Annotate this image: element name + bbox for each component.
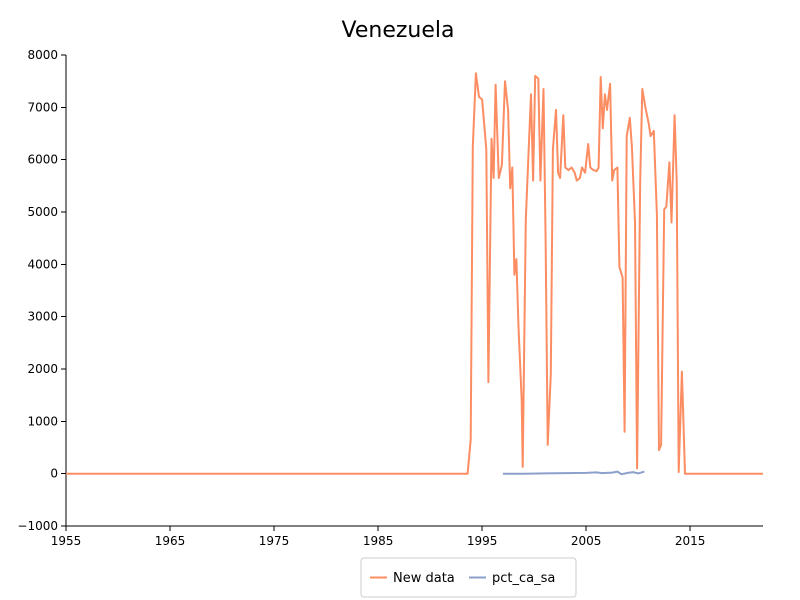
- y-tick-label: 7000: [27, 100, 58, 114]
- series-line-pct-ca-sa: [502, 470, 645, 476]
- x-tick-label: 1985: [363, 534, 394, 548]
- legend: New data pct_ca_sa: [360, 557, 577, 598]
- y-tick-label: 1000: [27, 414, 58, 428]
- y-tick-label: 8000: [27, 48, 58, 62]
- legend-label: New data: [393, 571, 455, 586]
- x-tick-label: 2005: [571, 534, 602, 548]
- chart-title: Venezuela: [342, 18, 455, 43]
- y-tick-label: 3000: [27, 310, 58, 324]
- series-line-new-data: [66, 72, 763, 475]
- x-tick-label: 1955: [51, 534, 82, 548]
- x-tick-label: 1995: [467, 534, 498, 548]
- y-axis: −1000 0 1000 2000 3000 4000 5000 6000 7000 8000: [17, 48, 67, 533]
- y-tick-label: 0: [50, 467, 58, 481]
- y-tick-label: 2000: [27, 362, 58, 376]
- y-tick-label: −1000: [17, 519, 58, 533]
- x-tick-label: 1975: [259, 534, 290, 548]
- y-tick-label: 5000: [27, 205, 58, 219]
- y-tick-label: 6000: [27, 153, 58, 167]
- x-tick-label: 2015: [675, 534, 706, 548]
- legend-label: pct_ca_sa: [492, 571, 555, 586]
- x-tick-label: 1965: [155, 534, 186, 548]
- x-axis: 1955 1965 1975 1985 1995 2005 2015: [51, 525, 763, 548]
- y-tick-label: 4000: [27, 257, 58, 271]
- plot-area: [66, 72, 763, 476]
- legend-box: [360, 557, 577, 598]
